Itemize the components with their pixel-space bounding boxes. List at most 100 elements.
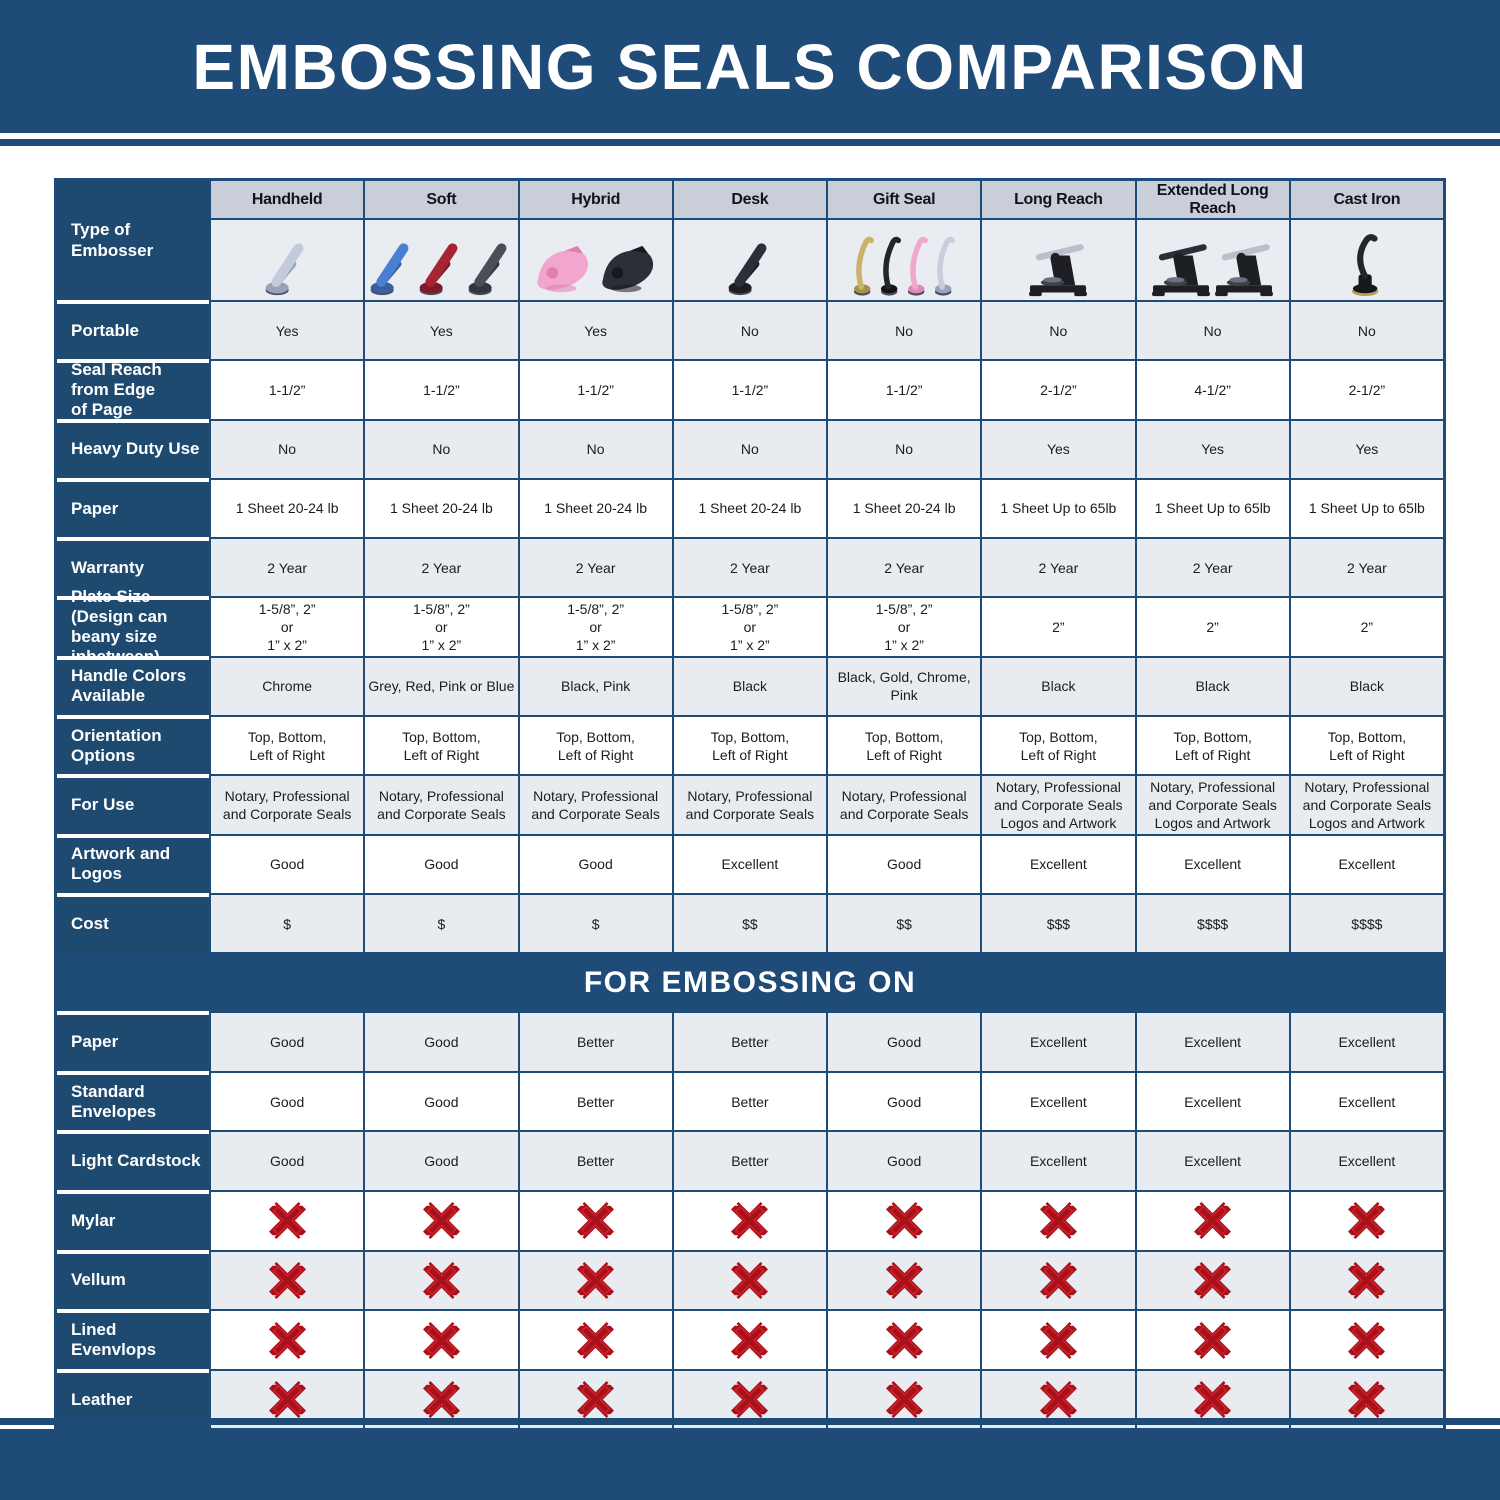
row-header: Paper: [57, 479, 209, 538]
spec-value-cell: No: [673, 420, 826, 478]
spec-value-cell: 2”: [1290, 598, 1443, 656]
spec-value-cell: $$: [828, 894, 981, 953]
embossing-value-cell: Excellent: [982, 1013, 1135, 1071]
row-header: Portable: [57, 302, 209, 360]
spec-value-cell: Top, Bottom, Left of Right: [982, 717, 1135, 775]
spec-value-cell: 1-5/8”, 2” or 1” x 2”: [519, 598, 672, 656]
embossing-value-cell: Excellent: [1136, 1013, 1289, 1071]
spec-value-cell: 2 Year: [1290, 539, 1443, 597]
embossing-x-cell: [673, 1192, 826, 1250]
column-header-hybrid: Hybrid: [519, 181, 672, 218]
spec-value-cell: No: [365, 420, 518, 478]
column-header-cast-iron: Cast Iron: [1290, 181, 1443, 218]
embossing-value-cell: Excellent: [1290, 1072, 1443, 1131]
spec-value-cell: Yes: [365, 302, 518, 360]
embossing-value-cell: Better: [519, 1072, 672, 1131]
column-header-handheld: Handheld: [211, 181, 364, 218]
embossing-value-cell: Excellent: [1290, 1013, 1443, 1071]
embosser-image-cell: [1290, 220, 1443, 300]
embossing-x-cell: [519, 1192, 672, 1250]
spec-value-cell: $: [365, 894, 518, 953]
spec-value-cell: Good: [211, 835, 364, 893]
embossing-value-cell: Good: [828, 1013, 981, 1071]
column-header-soft: Soft: [365, 181, 518, 218]
embossing-value-cell: Good: [828, 1072, 981, 1131]
page-title: EMBOSSING SEALS COMPARISON: [192, 30, 1308, 103]
red-x-icon: [268, 1202, 306, 1240]
spec-value-cell: Black: [1290, 657, 1443, 716]
row-header-type-of-embosser: Type of Embosser: [57, 181, 209, 300]
spec-value-cell: Excellent: [1136, 835, 1289, 893]
embossing-section-header: FOR EMBOSSING ON: [57, 954, 1443, 1012]
red-x-icon: [731, 1381, 769, 1419]
embossing-value-cell: Good: [211, 1132, 364, 1191]
red-x-icon: [1039, 1381, 1077, 1419]
spec-value-cell: Top, Bottom, Left of Right: [828, 717, 981, 775]
embossing-x-cell: [828, 1311, 981, 1369]
spec-value-cell: 2 Year: [365, 539, 518, 597]
embossing-x-cell: [982, 1311, 1135, 1369]
row-header: Light Cardstock: [57, 1132, 209, 1191]
embosser-image-cell: [1136, 220, 1289, 300]
spec-value-cell: Grey, Red, Pink or Blue: [365, 657, 518, 716]
red-x-icon: [268, 1321, 306, 1359]
spec-value-cell: 2 Year: [211, 539, 364, 597]
red-x-icon: [1194, 1321, 1232, 1359]
spec-value-cell: No: [828, 302, 981, 360]
embossing-value-cell: Excellent: [1290, 1132, 1443, 1191]
spec-value-cell: Notary, Professional and Corporate Seals…: [1290, 776, 1443, 834]
spec-value-cell: 1 Sheet Up to 65lb: [1290, 479, 1443, 538]
embossing-x-cell: [673, 1311, 826, 1369]
row-header: Mylar: [57, 1192, 209, 1250]
spec-value-cell: 1-1/2”: [365, 361, 518, 419]
shell-embosser-icon: [537, 245, 589, 293]
red-x-icon: [1039, 1321, 1077, 1359]
spec-value-cell: Notary, Professional and Corporate Seals: [828, 776, 981, 834]
spec-value-cell: 1-5/8”, 2” or 1” x 2”: [673, 598, 826, 656]
spec-value-cell: 2 Year: [828, 539, 981, 597]
embosser-image-cell: [982, 220, 1135, 300]
column-header-gift-seal: Gift Seal: [828, 181, 981, 218]
slim-embosser-icon: [907, 236, 928, 296]
embossing-x-cell: [365, 1311, 518, 1369]
spec-value-cell: Top, Bottom, Left of Right: [211, 717, 364, 775]
spec-value-cell: Notary, Professional and Corporate Seals: [519, 776, 672, 834]
spec-value-cell: 1 Sheet 20-24 lb: [365, 479, 518, 538]
embossing-x-cell: [519, 1251, 672, 1310]
plier-embosser-icon: [420, 243, 458, 296]
row-header: Heavy Duty Use: [57, 420, 209, 478]
red-x-icon: [1194, 1381, 1232, 1419]
slim-embosser-icon: [934, 236, 955, 296]
spec-value-cell: 2 Year: [519, 539, 672, 597]
red-x-icon: [577, 1321, 615, 1359]
spec-value-cell: Top, Bottom, Left of Right: [365, 717, 518, 775]
embossing-value-cell: Good: [211, 1013, 364, 1071]
column-header-long-reach: Long Reach: [982, 181, 1135, 218]
red-x-icon: [268, 1381, 306, 1419]
embossing-x-cell: [673, 1251, 826, 1310]
embossing-value-cell: Better: [519, 1013, 672, 1071]
spec-value-cell: Yes: [982, 420, 1135, 478]
spec-value-cell: 1-5/8”, 2” or 1” x 2”: [828, 598, 981, 656]
spec-value-cell: $$$$: [1136, 894, 1289, 953]
lever-embosser-icon: [1351, 234, 1379, 297]
spec-value-cell: 1-1/2”: [673, 361, 826, 419]
red-x-icon: [422, 1381, 460, 1419]
embossing-x-cell: [211, 1192, 364, 1250]
spec-value-cell: 1-1/2”: [828, 361, 981, 419]
spec-value-cell: Good: [365, 835, 518, 893]
spec-value-cell: Yes: [211, 302, 364, 360]
red-x-icon: [1348, 1202, 1386, 1240]
spec-value-cell: Yes: [519, 302, 672, 360]
spec-value-cell: Excellent: [982, 835, 1135, 893]
embossing-value-cell: Better: [673, 1072, 826, 1131]
embossing-x-cell: [1136, 1311, 1289, 1369]
spec-value-cell: Top, Bottom, Left of Right: [1290, 717, 1443, 775]
embossing-value-cell: Better: [673, 1132, 826, 1191]
spec-value-cell: 2”: [1136, 598, 1289, 656]
spec-value-cell: Notary, Professional and Corporate Seals…: [1136, 776, 1289, 834]
spec-value-cell: 1-5/8”, 2” or 1” x 2”: [211, 598, 364, 656]
embossing-x-cell: [1290, 1251, 1443, 1310]
embossing-x-cell: [1290, 1192, 1443, 1250]
row-header: Warranty: [57, 539, 209, 597]
